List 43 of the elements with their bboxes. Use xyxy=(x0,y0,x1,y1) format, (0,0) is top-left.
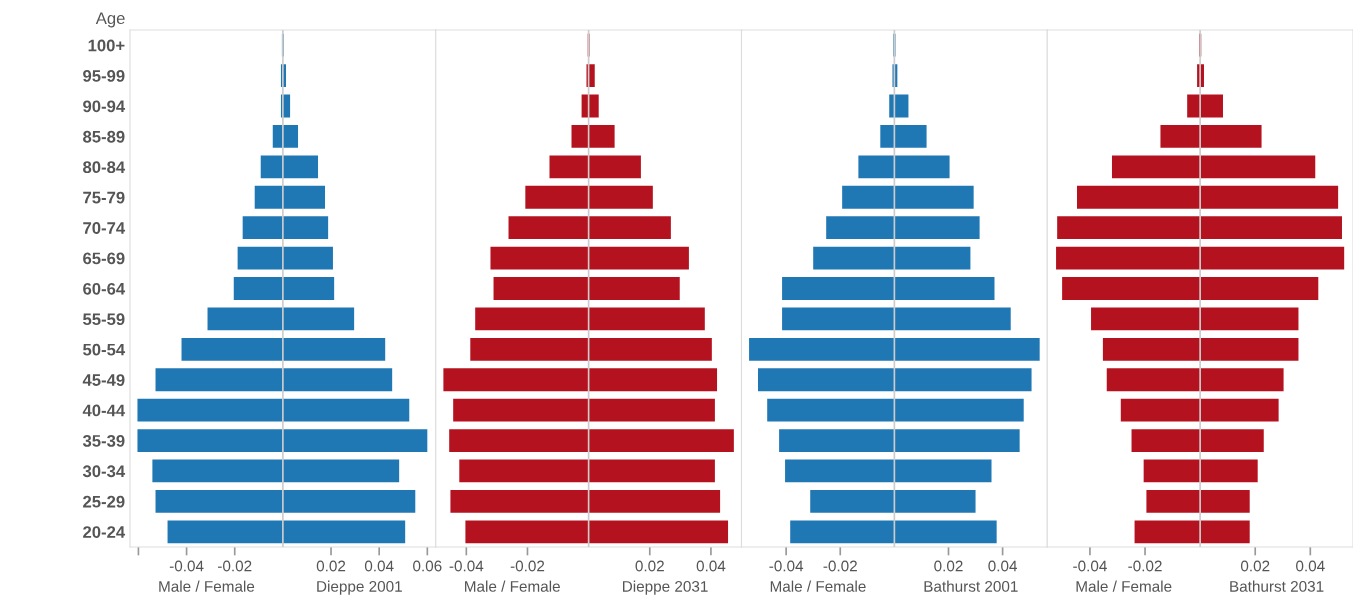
y-tick-label: 80-84 xyxy=(83,161,126,174)
x-tick-label: -0.02 xyxy=(217,560,252,572)
x-tick-label: -0.02 xyxy=(823,560,857,572)
y-tick-label: 40-44 xyxy=(82,404,126,417)
y-tick-label: 90-94 xyxy=(83,100,126,113)
text: Bathurst 2001 xyxy=(924,580,1018,592)
y-tick-label: 65-69 xyxy=(83,252,125,265)
y-tick-label: 20-24 xyxy=(83,526,126,538)
y-tick-label: 35-39 xyxy=(82,434,125,447)
x-tick-label: 0.02 xyxy=(934,560,963,572)
text: Bathurst 2031 xyxy=(1230,580,1324,592)
x-tick-label: -0.02 xyxy=(510,560,545,572)
x-axis-title: Male / Female xyxy=(770,580,866,592)
y-tick-label: 45-49 xyxy=(82,374,125,386)
y-tick-label: 95-99 xyxy=(83,70,125,82)
x-tick-label: 0.04 xyxy=(988,560,1018,572)
y-axis-title: Age xyxy=(95,12,125,28)
x-tick-label: -0.04 xyxy=(449,560,484,572)
y-tick-label: 60-64 xyxy=(83,282,126,295)
x-tick-label: 0.04 xyxy=(696,560,726,572)
y-tick-label: 70-74 xyxy=(83,222,126,234)
x-tick-label: 0.04 xyxy=(364,560,394,572)
x-tick-label: 0.06 xyxy=(413,560,442,572)
text: Dieppe 2031 xyxy=(623,580,708,595)
y-tick-label: 100+ xyxy=(88,39,125,52)
x-tick-label: -0.04 xyxy=(769,560,804,572)
y-tick-label: 25-29 xyxy=(83,495,125,508)
y-tick-label: 30-34 xyxy=(82,465,126,478)
text: Dieppe 2001 xyxy=(317,580,402,595)
x-tick-label: -0.02 xyxy=(1128,560,1162,572)
y-tick-label: 55-59 xyxy=(83,313,125,326)
y-tick-label: 85-89 xyxy=(83,130,125,143)
x-tick-label: 0.02 xyxy=(316,560,346,572)
x-tick-label: -0.04 xyxy=(169,560,204,572)
y-tick-label: 75-79 xyxy=(83,191,125,204)
x-tick-label: 0.02 xyxy=(635,560,664,572)
x-tick-label: 0.02 xyxy=(1240,560,1270,572)
y-tick-label: 50-54 xyxy=(83,343,126,356)
x-axis-title: Male / Female xyxy=(465,580,560,592)
x-axis-title: Male / Female xyxy=(1076,580,1172,592)
x-axis-title: Male / Female xyxy=(159,580,255,592)
x-tick-label: 0.04 xyxy=(1296,560,1325,572)
x-tick-label: -0.04 xyxy=(1073,560,1107,572)
